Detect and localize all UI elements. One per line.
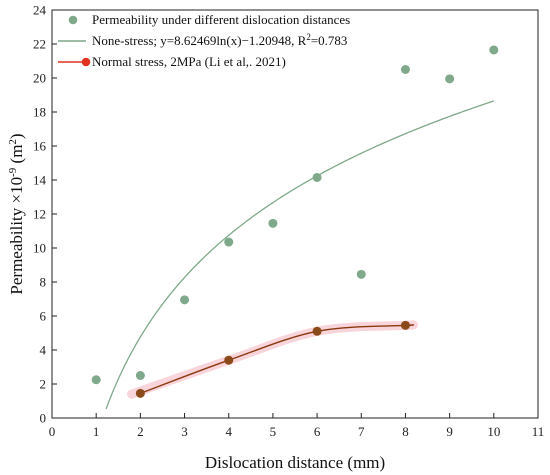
fit-curve: [105, 100, 495, 410]
x-tick-label: 5: [270, 424, 277, 439]
fit-curve-layer: [105, 100, 495, 410]
scatter-point: [224, 237, 234, 247]
scatter-point: [91, 375, 101, 385]
y-tick-label: 12: [33, 207, 46, 222]
x-axis-title: Dislocation distance (mm): [205, 453, 385, 472]
x-tick-label: 10: [487, 424, 500, 439]
y-tick-label: 18: [33, 105, 46, 120]
x-tick-label: 7: [358, 424, 365, 439]
x-tick-label: 2: [137, 424, 144, 439]
scatter-layer: [91, 45, 499, 385]
normal-stress-layer: [135, 320, 415, 398]
y-tick-label: 0: [40, 411, 47, 426]
y-tick-label: 10: [33, 241, 46, 256]
y-axis-title: Permeability ×10-9 (m2): [7, 133, 26, 294]
y-tick-label: 22: [33, 37, 46, 52]
scatter-point: [268, 218, 278, 228]
legend-marker-normal-stress: [81, 57, 91, 67]
normal-stress-point: [312, 326, 322, 336]
y-tick-label: 2: [40, 377, 47, 392]
scatter-point: [400, 65, 410, 74]
y-tick-label: 20: [33, 71, 46, 86]
y-tick-label: 4: [40, 343, 47, 358]
legend-label-fit: None-stress; y=8.62469ln(x)−1.20948, R2=…: [92, 32, 347, 48]
y-tick-label: 14: [33, 173, 47, 188]
y-tick-label: 24: [33, 3, 47, 18]
normal-stress-point: [400, 320, 410, 330]
legend-marker-scatter: [68, 15, 78, 25]
y-tick-label: 8: [40, 275, 47, 290]
scatter-point: [489, 45, 499, 55]
x-tick-label: 4: [225, 424, 232, 439]
legend: Permeability under different dislocation…: [58, 12, 350, 69]
x-axis-ticks: 0 1 2 3 4 5 6 7 8 9 10 11: [49, 413, 545, 439]
scatter-point: [445, 74, 455, 84]
normal-stress-point: [224, 355, 234, 365]
plot-area: [51, 9, 539, 419]
scatter-point: [135, 371, 145, 380]
legend-label-scatter: Permeability under different dislocation…: [92, 12, 350, 27]
x-tick-label: 8: [402, 424, 409, 439]
x-tick-label: 3: [181, 424, 188, 439]
x-tick-label: 6: [314, 424, 321, 439]
scatter-point: [356, 269, 366, 279]
y-tick-label: 16: [33, 139, 47, 154]
x-tick-label: 11: [532, 424, 545, 439]
scatter-point: [180, 295, 190, 305]
x-tick-label: 1: [93, 424, 100, 439]
normal-stress-point: [135, 388, 145, 398]
legend-label-normal-stress: Normal stress, 2MPa (Li et al,. 2021): [92, 54, 286, 69]
x-tick-label: 0: [49, 424, 56, 439]
y-tick-label: 6: [40, 309, 47, 324]
scatter-point: [312, 172, 322, 182]
x-tick-label: 9: [446, 424, 453, 439]
